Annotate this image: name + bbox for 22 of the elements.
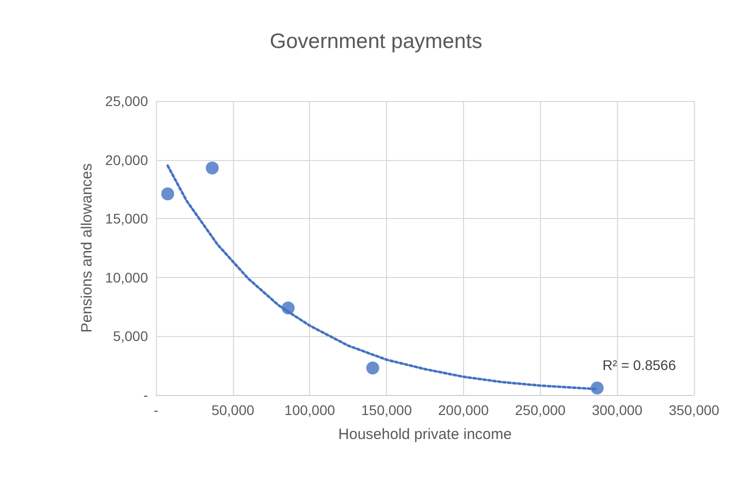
x-tick-label: 50,000 [211, 402, 254, 418]
x-tick-label: 250,000 [514, 402, 566, 418]
y-tick-label: 25,000 [105, 93, 148, 109]
point [206, 162, 219, 175]
point [366, 361, 380, 374]
point [590, 381, 604, 394]
y-tick-label: - [143, 387, 148, 403]
point [161, 187, 174, 200]
x-tick-label: - [154, 402, 159, 418]
y-tick-label: 10,000 [105, 269, 148, 286]
x-tick-label: 150,000 [361, 402, 412, 418]
x-tick-label: 100,000 [284, 402, 336, 418]
x-tick-label: 300,000 [592, 402, 643, 418]
x-axis-title: Household private income [338, 426, 512, 443]
annotation: R² = 0.8566 [602, 357, 676, 373]
y-tick-label: 15,000 [105, 210, 148, 227]
y-axis-title: Pensions and allowances [78, 163, 96, 333]
x-tick-label: 350,000 [668, 402, 720, 418]
x-tick-label: 200,000 [438, 402, 489, 418]
y-tick-label: 5,000 [112, 328, 148, 344]
chart-title: Government payments [270, 30, 482, 53]
y-tick-label: 20,000 [105, 152, 148, 168]
